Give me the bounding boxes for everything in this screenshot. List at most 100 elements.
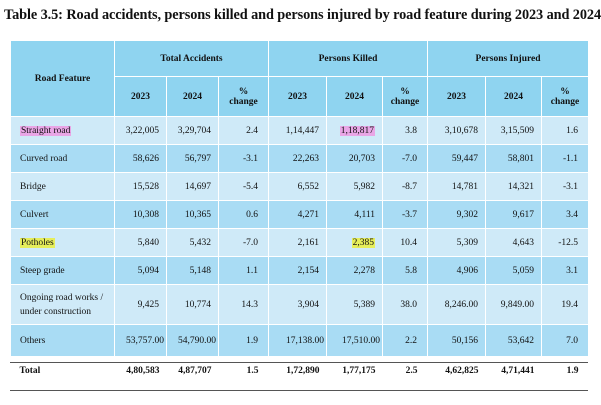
cell-value: 4,643 [485, 228, 543, 257]
cell-value: 1,72,890 [268, 356, 327, 385]
header-persons-killed: Persons Killed [268, 40, 429, 77]
cell-value: 2,278 [326, 256, 384, 285]
table-row: Curved road 58,626 56,797 -3.1 22,263 20… [10, 144, 590, 173]
cell-value: 9,302 [427, 200, 487, 229]
cell-pct: 10.4 [382, 228, 429, 257]
header-pct-change: % change [382, 76, 429, 117]
cell-pct: 1.1 [217, 256, 270, 285]
header-year-2024: 2024 [326, 76, 384, 117]
header-year-2023: 2023 [114, 76, 167, 117]
row-feature: Straight road [10, 116, 115, 145]
cell-value: 54,790.00 [166, 324, 219, 357]
cell-value: 53,642 [485, 324, 543, 357]
cell-value: 17,510.00 [326, 324, 384, 357]
row-feature: Curved road [10, 144, 115, 173]
cell-pct: 5.8 [382, 256, 429, 285]
cell-value: 10,365 [166, 200, 219, 229]
table-row: Others 53,757.00 54,790.00 1.9 17,138.00… [10, 324, 590, 357]
cell-value: 14,697 [166, 172, 219, 201]
table-row: Ongoing road works / under construction 9… [10, 284, 590, 325]
table-row: Bridge 15,528 14,697 -5.4 6,552 5,982 -8… [10, 172, 590, 201]
cell-value: 2,154 [268, 256, 328, 285]
cell-value: 5,432 [166, 228, 219, 257]
header-road-feature: Road Feature [10, 40, 115, 117]
cell-pct: 3.1 [541, 256, 590, 285]
header-year-2023: 2023 [268, 76, 328, 117]
cell-value: 3,29,704 [166, 116, 219, 145]
cell-value: 9,849.00 [485, 284, 543, 325]
cell-value: 5,982 [326, 172, 384, 201]
cell-value: 58,801 [485, 144, 543, 173]
total-row: Total 4,80,583 4,87,707 1.5 1,72,890 1,7… [10, 356, 589, 385]
table-row: Potholes 5,840 5,432 -7.0 2,161 2,385 10… [10, 228, 590, 257]
cell-pct: 3.4 [541, 200, 590, 229]
cell-pct: 14.3 [217, 284, 270, 325]
cell-value: 2,385 [326, 228, 384, 257]
header-total-accidents: Total Accidents [113, 40, 270, 77]
header-persons-injured: Persons Injured [427, 40, 590, 77]
cell-pct: -8.7 [382, 172, 429, 201]
table-row: Straight road 3,22,005 3,29,704 2.4 1,14… [10, 116, 590, 145]
total-rule-bottom [10, 390, 588, 391]
cell-value: 3,10,678 [427, 116, 487, 145]
cell-value: 3,15,509 [485, 116, 543, 145]
road-feature-table: Road Feature Total Accidents Persons Kil… [10, 40, 590, 385]
cell-value: 22,263 [268, 144, 328, 173]
cell-value: 10,774 [166, 284, 219, 325]
cell-value: 1,77,175 [326, 356, 383, 385]
cell-value: 8,246.00 [427, 284, 487, 325]
highlight-mark: 2,385 [351, 237, 376, 248]
cell-pct: -7.0 [217, 228, 270, 257]
cell-value: 20,703 [326, 144, 384, 173]
header-year-2024: 2024 [485, 76, 543, 117]
highlight-mark: 1,18,817 [339, 125, 376, 136]
cell-value: 5,389 [326, 284, 384, 325]
cell-value: 53,757.00 [114, 324, 167, 357]
cell-value: 17,138.00 [268, 324, 328, 357]
cell-pct: -3.1 [217, 144, 270, 173]
cell-pct: -7.0 [382, 144, 429, 173]
cell-value: 5,309 [427, 228, 487, 257]
cell-pct: 3.8 [382, 116, 429, 145]
cell-value: 58,626 [114, 144, 167, 173]
row-feature: Bridge [10, 172, 115, 201]
row-feature: Ongoing road works / under construction [10, 284, 115, 325]
cell-pct: 1.9 [541, 356, 589, 385]
cell-pct: 2.2 [382, 324, 429, 357]
cell-pct: 19.4 [541, 284, 590, 325]
cell-pct: 38.0 [382, 284, 429, 325]
header-year-2024: 2024 [166, 76, 219, 117]
cell-pct: 2.5 [382, 356, 428, 385]
cell-value: 14,321 [485, 172, 543, 201]
cell-value: 59,447 [427, 144, 487, 173]
cell-value: 50,156 [427, 324, 487, 357]
table-row: Culvert 10,308 10,365 0.6 4,271 4,111 -3… [10, 200, 590, 229]
total-rule-top [10, 362, 588, 363]
cell-value: 3,904 [268, 284, 328, 325]
cell-value: 5,148 [166, 256, 219, 285]
cell-pct: -1.1 [541, 144, 590, 173]
cell-pct: -3.1 [541, 172, 590, 201]
header-row-years: 2023 2024 % change 2023 2024 % change 2023… [11, 76, 590, 117]
cell-value: 5,840 [114, 228, 167, 257]
cell-pct: 7.0 [541, 324, 590, 357]
cell-value: 4,271 [268, 200, 328, 229]
cell-value: 4,87,707 [166, 356, 219, 385]
cell-value: 4,906 [427, 256, 487, 285]
cell-value: 1,14,447 [268, 116, 328, 145]
cell-value: 4,111 [326, 200, 384, 229]
cell-pct: 0.6 [217, 200, 270, 229]
cell-pct: 1.9 [217, 324, 270, 357]
cell-value: 15,528 [114, 172, 167, 201]
table-title: Table 3.5: Road accidents, persons kille… [4, 7, 601, 23]
cell-value: 6,552 [268, 172, 328, 201]
cell-value: 9,617 [485, 200, 543, 229]
cell-pct: 1.6 [541, 116, 590, 145]
cell-value: 10,308 [114, 200, 167, 229]
table-row: Steep grade 5,094 5,148 1.1 2,154 2,278 … [10, 256, 590, 285]
header-row-groups: Road Feature Total Accidents Persons Kil… [10, 40, 590, 117]
cell-value: 4,80,583 [114, 356, 167, 385]
cell-value: 1,18,817 [326, 116, 384, 145]
row-feature: Total [10, 356, 115, 385]
cell-value: 4,71,441 [485, 356, 542, 385]
